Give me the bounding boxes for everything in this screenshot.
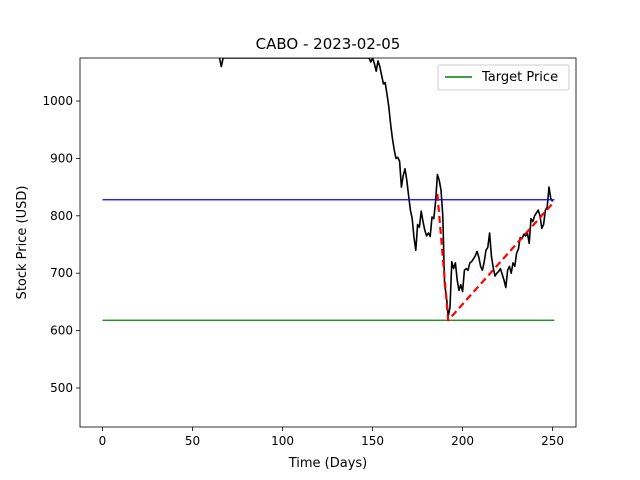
y-tick-label: 700 <box>50 266 73 280</box>
legend: Target Price <box>437 64 570 91</box>
y-tick-label: 500 <box>50 381 73 395</box>
plot-area <box>102 58 556 322</box>
y-tick-label: 1000 <box>42 94 73 108</box>
x-axis-label: Time (Days) <box>288 456 368 471</box>
y-axis-label: Stock Price (USD) <box>15 186 30 300</box>
y-tick-label: 600 <box>50 324 73 338</box>
x-tick-label: 150 <box>361 434 384 448</box>
y-tick-label: 900 <box>50 151 73 165</box>
y-tick-label: 800 <box>50 209 73 223</box>
trend-dashed-line <box>436 193 556 322</box>
y-axis: 500 600 700 800 900 1000 <box>42 94 80 395</box>
x-axis: 0 50 100 150 200 250 <box>99 427 564 448</box>
plot-frame <box>79 57 577 428</box>
x-tick-label: 50 <box>185 434 200 448</box>
x-tick-label: 0 <box>99 434 107 448</box>
legend-label-target-price: Target Price <box>481 70 558 85</box>
chart-title: CABO - 2023-02-05 <box>256 35 401 53</box>
x-tick-label: 100 <box>271 434 294 448</box>
x-tick-label: 250 <box>541 434 564 448</box>
x-tick-label: 200 <box>451 434 474 448</box>
legend-box <box>437 64 570 91</box>
